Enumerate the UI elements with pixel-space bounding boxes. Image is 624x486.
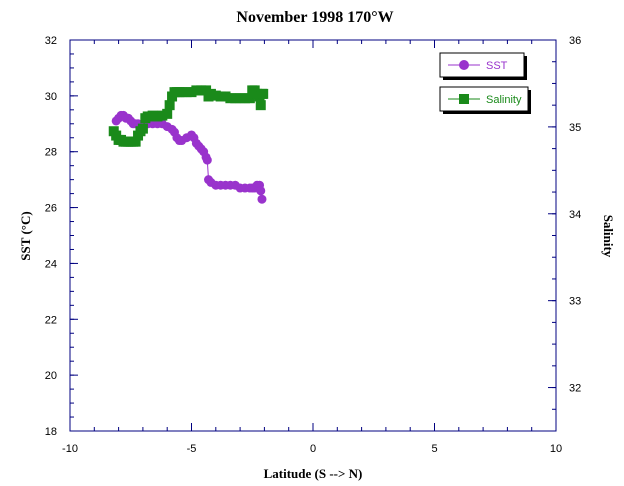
x-tick-label: 0 [310, 443, 316, 455]
y2-tick-label: 36 [569, 35, 581, 47]
salinity-point [164, 100, 175, 111]
sst-point [256, 186, 266, 196]
salinity-point [162, 108, 173, 119]
legend-sst-marker [459, 60, 469, 70]
y-tick-label: 28 [45, 147, 57, 159]
y2-tick-label: 32 [569, 383, 581, 395]
y-tick-label: 18 [45, 426, 57, 438]
sst-point [202, 155, 212, 165]
legend-entry-salinity: Salinity [439, 86, 531, 114]
sst-point [257, 194, 267, 204]
x-tick-label: 10 [550, 443, 562, 455]
y-tick-label: 24 [45, 258, 57, 270]
series-layer [108, 85, 269, 204]
x-tick-label: 5 [431, 443, 437, 455]
y-tick-label: 26 [45, 203, 57, 215]
salinity-point [258, 88, 269, 99]
y2-axis-label: Salinity [601, 215, 616, 258]
salinity-point [137, 123, 148, 134]
salinity-point [130, 136, 141, 147]
x-axis-ticks: -10 -5 0 5 10 [62, 40, 562, 455]
y2-tick-label: 33 [569, 296, 581, 308]
salinity-point [255, 100, 266, 111]
chart-title: November 1998 170°W [236, 9, 393, 26]
y-tick-label: 30 [45, 91, 57, 103]
legend-salinity-label: Salinity [486, 94, 522, 106]
legend-salinity-marker [459, 94, 469, 104]
x-axis-label: Latitude (S --> N) [264, 466, 363, 481]
x-tick-label: -10 [62, 443, 78, 455]
legend-entry-sst: SST [439, 52, 527, 80]
y2-tick-label: 34 [569, 209, 581, 221]
y2-axis-ticks: 32 33 34 35 36 [548, 35, 581, 395]
legend-sst-label: SST [486, 60, 508, 72]
salinity-point [244, 93, 255, 104]
y2-tick-label: 35 [569, 122, 581, 134]
y-tick-label: 32 [45, 35, 57, 47]
y-tick-label: 22 [45, 314, 57, 326]
y-tick-label: 20 [45, 370, 57, 382]
x-tick-label: -5 [187, 443, 197, 455]
legend: SST Salinity [439, 52, 531, 114]
y-axis-ticks: 18 20 22 24 26 28 30 32 [45, 35, 78, 438]
y-axis-label: SST (°C) [18, 211, 33, 260]
